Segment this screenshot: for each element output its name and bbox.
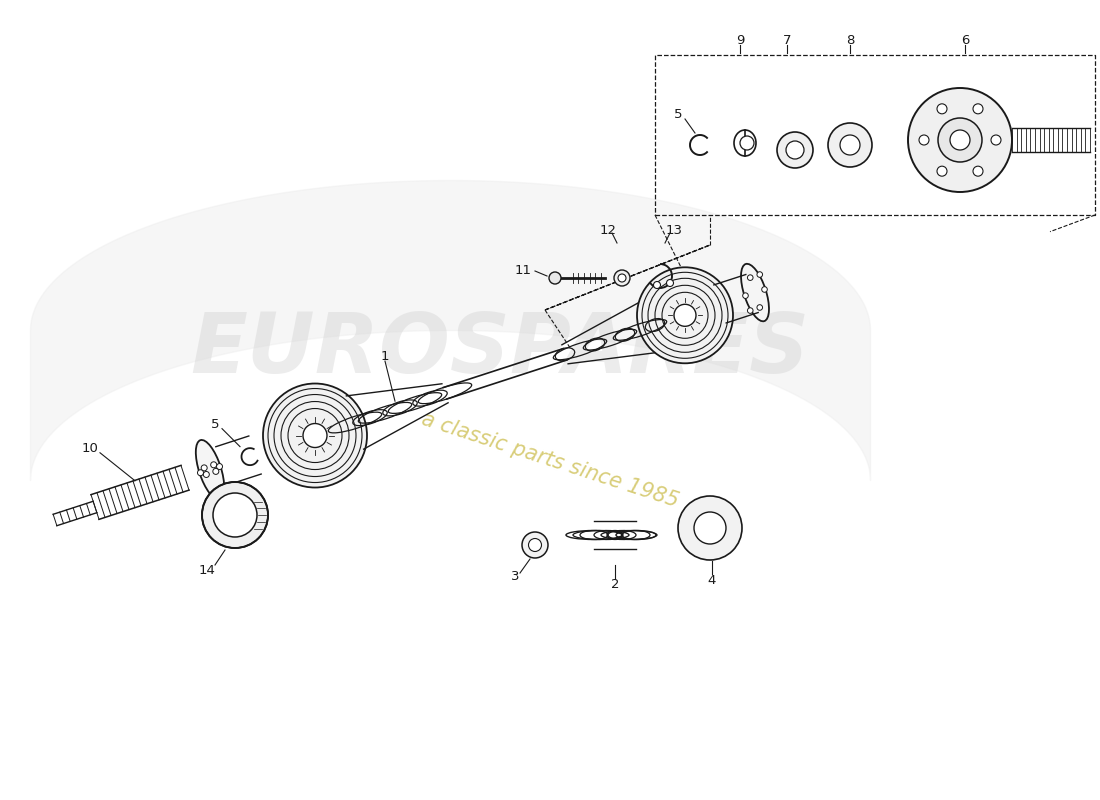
Text: 5: 5 [673,109,682,122]
Circle shape [198,470,204,476]
Circle shape [974,166,983,176]
Circle shape [938,118,982,162]
Text: 2: 2 [610,578,619,591]
Circle shape [614,270,630,286]
Text: 12: 12 [600,223,616,237]
Circle shape [637,267,733,363]
Circle shape [528,538,541,551]
Text: 4: 4 [707,574,716,586]
Circle shape [213,493,257,537]
Circle shape [840,135,860,155]
Text: 9: 9 [736,34,745,47]
Text: 8: 8 [846,34,855,47]
Text: 5: 5 [211,418,219,431]
Circle shape [217,463,222,470]
Circle shape [937,104,947,114]
Circle shape [740,136,754,150]
Circle shape [263,383,367,487]
Circle shape [211,462,217,468]
Text: 10: 10 [81,442,98,455]
Circle shape [950,130,970,150]
Text: 11: 11 [515,263,531,277]
Circle shape [212,468,219,474]
Circle shape [828,123,872,167]
Text: 13: 13 [666,223,682,237]
Circle shape [761,286,768,292]
Circle shape [757,272,762,278]
Ellipse shape [741,264,769,322]
Circle shape [742,293,748,298]
Circle shape [618,274,626,282]
Circle shape [991,135,1001,145]
Circle shape [522,532,548,558]
Circle shape [747,308,754,314]
Text: a classic parts since 1985: a classic parts since 1985 [419,409,681,511]
Text: 14: 14 [199,563,216,577]
Circle shape [674,304,696,326]
Text: 6: 6 [960,34,969,47]
Circle shape [302,423,327,447]
Text: 1: 1 [381,350,389,362]
Text: EUROSPARES: EUROSPARES [190,310,810,390]
Ellipse shape [196,440,224,499]
Circle shape [201,465,207,471]
Circle shape [786,141,804,159]
Circle shape [918,135,930,145]
Circle shape [908,88,1012,192]
Text: 3: 3 [510,570,519,583]
Circle shape [678,496,743,560]
Circle shape [937,166,947,176]
Circle shape [757,305,762,310]
Circle shape [747,275,754,281]
Circle shape [653,282,660,289]
Circle shape [202,482,268,548]
Circle shape [204,471,209,478]
Circle shape [549,272,561,284]
Circle shape [667,279,673,286]
Circle shape [777,132,813,168]
Text: 7: 7 [783,34,791,47]
Circle shape [974,104,983,114]
Circle shape [694,512,726,544]
